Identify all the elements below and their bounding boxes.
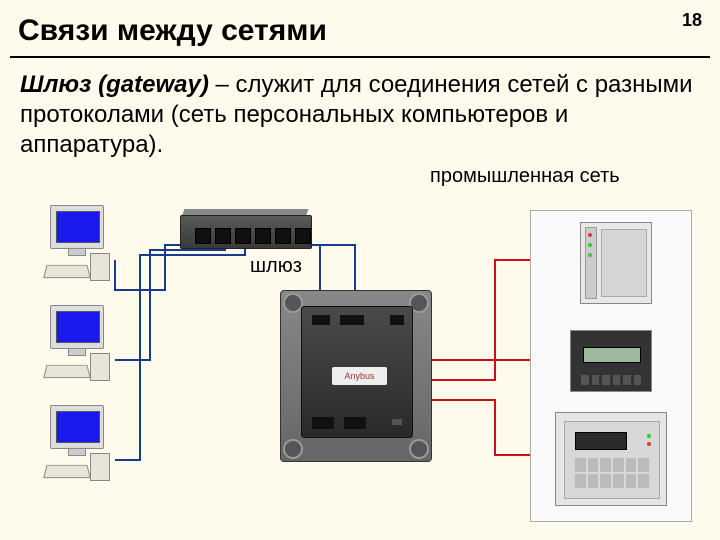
gateway-device: Anybus — [280, 290, 432, 462]
computer-3 — [40, 405, 120, 480]
term-english: (gateway) — [98, 71, 209, 98]
monitor-icon — [50, 205, 104, 249]
industrial-device-meter — [570, 330, 652, 392]
network-hub — [180, 215, 310, 255]
gateway-brand-label: Anybus — [332, 367, 387, 385]
computer-2 — [40, 305, 120, 380]
network-diagram: Anybus — [20, 200, 700, 530]
industrial-device-plc — [580, 222, 652, 304]
slide-title: Связи между сетями — [18, 14, 327, 48]
term: Шлюз — [20, 71, 91, 98]
industrial-device-controller — [555, 412, 667, 506]
computer-1 — [40, 205, 120, 280]
industrial-caption: промышленная сеть — [430, 165, 620, 188]
monitor-icon — [50, 405, 104, 449]
body-text: Шлюз (gateway) – служит для соединения с… — [20, 70, 700, 160]
title-underline — [10, 56, 710, 58]
page-number: 18 — [682, 10, 702, 31]
monitor-icon — [50, 305, 104, 349]
